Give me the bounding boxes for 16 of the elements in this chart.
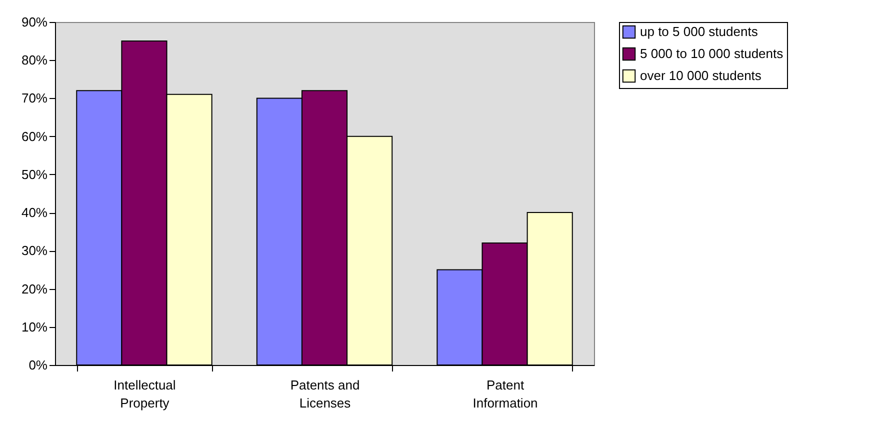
x-tick-label: Patent Information <box>472 378 538 410</box>
y-tick-label: 80% <box>21 52 48 68</box>
legend-label: over 10 000 students <box>640 68 762 83</box>
y-tick-label: 90% <box>21 14 48 30</box>
legend-label: 5 000 to 10 000 students <box>640 46 784 61</box>
y-tick-label: 50% <box>21 166 48 182</box>
x-tick-label: Intellectual Property <box>114 378 176 410</box>
y-tick-label: 10% <box>21 319 48 334</box>
x-tick-label: Patents and Licenses <box>290 378 360 410</box>
y-tick-label: 0% <box>28 358 48 372</box>
legend-label: up to 5 000 students <box>640 24 758 39</box>
y-tick-label: 30% <box>21 243 48 258</box>
y-tick-label: 20% <box>21 281 48 296</box>
y-tick-label: 40% <box>21 205 48 220</box>
y-tick-label: 70% <box>21 90 48 106</box>
y-tick-label: 60% <box>21 128 48 144</box>
